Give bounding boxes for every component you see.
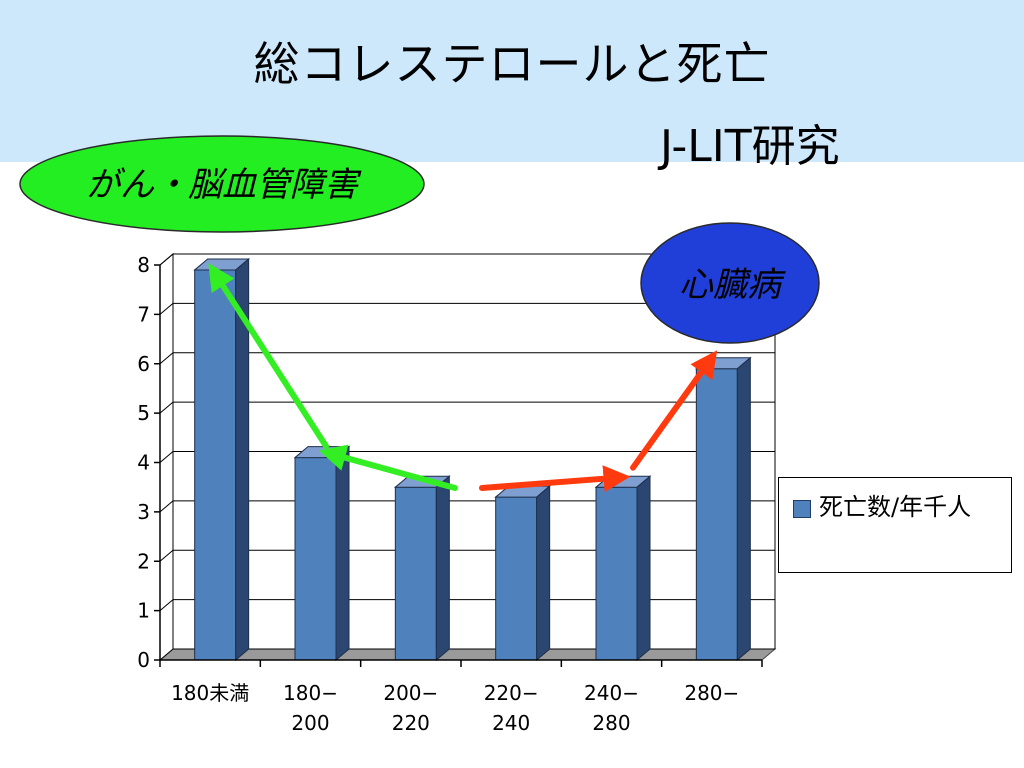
gridline <box>159 451 775 463</box>
x-tick-label: 280− <box>684 681 739 705</box>
x-tick-label-line: 240− <box>584 681 639 705</box>
y-tick-label: 0 <box>137 648 150 672</box>
axes <box>154 264 763 667</box>
x-tick-label: 220− 240 <box>484 681 539 735</box>
gridline <box>159 302 775 315</box>
gridline <box>159 549 775 562</box>
bar-front <box>394 486 437 661</box>
gridlines <box>159 253 775 612</box>
bar <box>393 475 451 662</box>
bar <box>193 257 251 662</box>
y-tick-label: 1 <box>137 599 150 623</box>
legend-label: 死亡数/年千人 <box>819 493 972 521</box>
green-arrow <box>208 263 329 450</box>
category-labels: 180未満 180− 200 200− 220 220− 240 240− 280 280− <box>171 681 739 735</box>
gridline <box>159 500 775 513</box>
gridline <box>159 401 775 414</box>
page-subtitle: J-LIT研究 <box>660 121 840 172</box>
y-tick-label: 2 <box>137 549 150 573</box>
bars <box>193 257 752 662</box>
x-tick-label-line: 180未満 <box>171 681 249 705</box>
trend-arrows <box>208 263 718 493</box>
y-tick-label: 5 <box>137 401 150 425</box>
bar-side <box>435 475 450 662</box>
bar-side <box>736 356 751 662</box>
bar <box>293 445 351 662</box>
y-tick-label: 8 <box>137 253 150 277</box>
y-tick-label: 7 <box>137 302 150 326</box>
y-tick-label: 6 <box>137 352 150 376</box>
heart-disease-label: 心臓病 <box>679 265 786 305</box>
x-tick-label-line: 200 <box>291 711 329 735</box>
y-tick-label: 3 <box>137 500 150 524</box>
bar-front <box>194 269 237 661</box>
red-arrow <box>630 350 718 471</box>
bar-side <box>335 445 350 662</box>
x-tick-label-line: 200− <box>383 681 438 705</box>
legend-swatch <box>793 500 811 518</box>
x-tick-label-line: 220− <box>484 681 539 705</box>
cancer-stroke-oval: がん・脳血管障害 <box>19 135 425 233</box>
bar-front <box>695 368 738 661</box>
x-tick-label: 240− 280 <box>584 681 639 735</box>
heart-disease-oval: 心臓病 <box>640 222 820 344</box>
bar-side <box>536 484 551 662</box>
bar-front <box>595 486 638 661</box>
gridline <box>159 599 775 612</box>
bar <box>694 356 752 662</box>
page-title: 総コレステロールと死亡 <box>253 37 771 91</box>
x-tick-label: 180− 200 <box>283 681 338 735</box>
x-tick-label: 180未満 <box>171 681 249 705</box>
bar-front <box>294 457 337 661</box>
red-arrow <box>479 465 631 493</box>
bar-front <box>495 496 538 661</box>
x-tick-label-line: 280 <box>592 711 630 735</box>
y-tick-labels: 0 1 2 3 4 5 6 7 8 <box>137 253 150 672</box>
x-tick-label-line: 220 <box>392 711 430 735</box>
y-tick-label: 4 <box>137 451 150 475</box>
x-tick-label: 200− 220 <box>383 681 438 735</box>
x-tick-label-line: 180− <box>283 681 338 705</box>
plot-floor <box>158 648 777 661</box>
gridline <box>159 352 775 365</box>
cancer-stroke-label: がん・脳血管障害 <box>86 165 362 205</box>
gridline <box>159 253 775 266</box>
bar <box>594 475 652 662</box>
x-tick-label-line: 280− <box>684 681 739 705</box>
chart-legend: 死亡数/年千人 <box>778 477 1012 573</box>
green-arrow <box>318 444 458 491</box>
bar <box>494 484 552 662</box>
chart-floor <box>158 648 777 661</box>
bar-side <box>636 475 651 662</box>
x-tick-label-line: 240 <box>492 711 530 735</box>
header-band <box>0 0 1024 162</box>
